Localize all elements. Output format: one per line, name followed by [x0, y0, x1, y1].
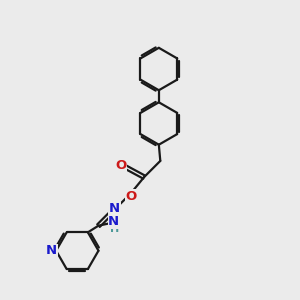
- Text: N: N: [109, 202, 120, 214]
- Text: H: H: [110, 216, 119, 226]
- Text: N: N: [46, 244, 57, 257]
- Text: O: O: [126, 190, 137, 203]
- Text: O: O: [116, 159, 127, 172]
- Text: H: H: [110, 224, 119, 234]
- Text: N: N: [108, 215, 119, 228]
